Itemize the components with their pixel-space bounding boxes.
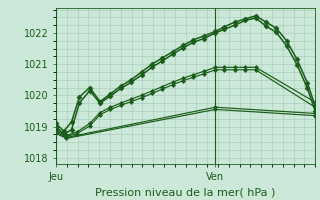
X-axis label: Pression niveau de la mer( hPa ): Pression niveau de la mer( hPa )	[95, 187, 276, 197]
